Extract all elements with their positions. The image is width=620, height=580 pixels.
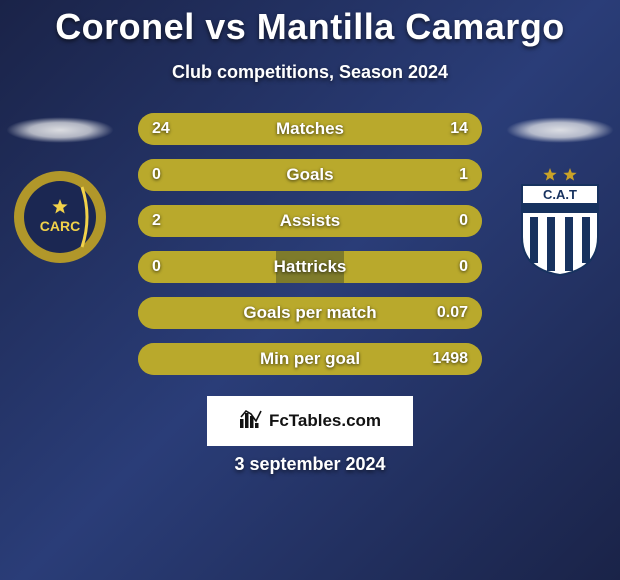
stat-label: Matches: [138, 119, 482, 139]
stat-right-value: 0.07: [423, 297, 482, 329]
stat-right-value: 14: [436, 113, 482, 145]
subtitle: Club competitions, Season 2024: [0, 62, 620, 83]
stat-label: Goals: [138, 165, 482, 185]
brand-chart-icon: [239, 409, 263, 434]
stat-row: 0 Hattricks 0: [138, 251, 482, 283]
stat-right-value: 0: [445, 251, 482, 283]
content-area: CARC C.A.T 24 Matches 14: [0, 113, 620, 383]
svg-text:CARC: CARC: [40, 218, 80, 234]
stat-right-value: 1: [445, 159, 482, 191]
stat-row: 0 Goals 1: [138, 159, 482, 191]
comparison-card: Coronel vs Mantilla Camargo Club competi…: [0, 0, 620, 580]
brand-text: FcTables.com: [269, 411, 381, 431]
stat-right-value: 1498: [418, 343, 482, 375]
stat-row: 24 Matches 14: [138, 113, 482, 145]
svg-text:C.A.T: C.A.T: [543, 187, 577, 202]
stat-row: 2 Assists 0: [138, 205, 482, 237]
stat-right-value: 0: [445, 205, 482, 237]
date-label: 3 september 2024: [0, 454, 620, 475]
stat-label: Hattricks: [138, 257, 482, 277]
right-team-crest: C.A.T: [510, 167, 610, 282]
stat-bars: 24 Matches 14 0 Goals 1 2 Assists 0 0 Ha…: [138, 113, 482, 375]
crest-shadow: [6, 117, 114, 143]
page-title: Coronel vs Mantilla Camargo: [0, 0, 620, 48]
left-team-column: CARC: [0, 113, 120, 272]
crest-shadow: [506, 117, 614, 143]
stat-row: Goals per match 0.07: [138, 297, 482, 329]
brand-badge: FcTables.com: [207, 396, 413, 446]
right-team-column: C.A.T: [500, 113, 620, 282]
stat-label: Assists: [138, 211, 482, 231]
left-team-crest: CARC: [10, 167, 110, 272]
stat-row: Min per goal 1498: [138, 343, 482, 375]
